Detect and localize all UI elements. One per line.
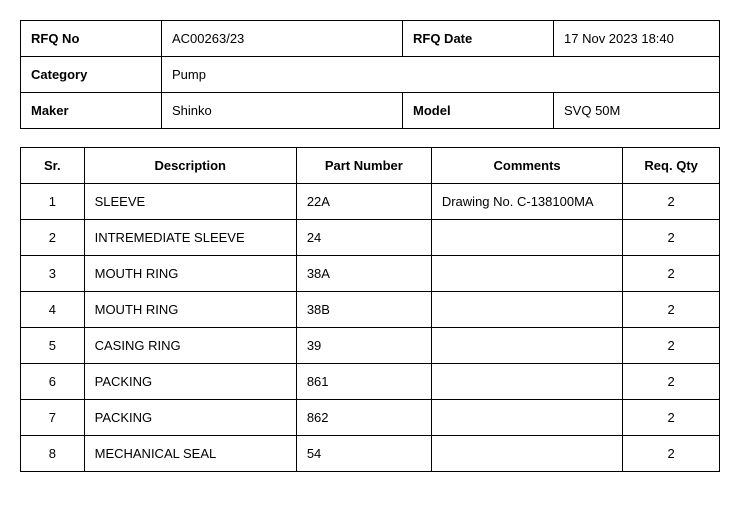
- rfq-no-label: RFQ No: [21, 21, 162, 57]
- cell-part-number: 54: [296, 436, 431, 472]
- cell-part-number: 24: [296, 220, 431, 256]
- cell-part-number: 22A: [296, 184, 431, 220]
- cell-req-qty: 2: [623, 184, 720, 220]
- cell-sr: 1: [21, 184, 85, 220]
- table-row: 6PACKING861 2: [21, 364, 720, 400]
- cell-description: MECHANICAL SEAL: [84, 436, 296, 472]
- cell-part-number: 862: [296, 400, 431, 436]
- cell-description: MOUTH RING: [84, 292, 296, 328]
- col-header-req-qty: Req. Qty: [623, 148, 720, 184]
- cell-description: PACKING: [84, 364, 296, 400]
- items-table: Sr. Description Part Number Comments Req…: [20, 147, 720, 472]
- cell-sr: 6: [21, 364, 85, 400]
- table-row: 1SLEEVE22ADrawing No. C-138100MA2: [21, 184, 720, 220]
- maker-label: Maker: [21, 93, 162, 129]
- cell-req-qty: 2: [623, 256, 720, 292]
- rfq-header-row-2: Category Pump: [21, 57, 720, 93]
- cell-sr: 2: [21, 220, 85, 256]
- col-header-comments: Comments: [431, 148, 622, 184]
- cell-req-qty: 2: [623, 364, 720, 400]
- cell-req-qty: 2: [623, 220, 720, 256]
- rfq-date-label: RFQ Date: [403, 21, 554, 57]
- model-value: SVQ 50M: [554, 93, 720, 129]
- col-header-description: Description: [84, 148, 296, 184]
- rfq-no-value: AC00263/23: [162, 21, 403, 57]
- cell-description: MOUTH RING: [84, 256, 296, 292]
- cell-part-number: 861: [296, 364, 431, 400]
- cell-part-number: 38B: [296, 292, 431, 328]
- cell-part-number: 38A: [296, 256, 431, 292]
- cell-description: SLEEVE: [84, 184, 296, 220]
- cell-comments: [431, 436, 622, 472]
- cell-req-qty: 2: [623, 436, 720, 472]
- items-header-row: Sr. Description Part Number Comments Req…: [21, 148, 720, 184]
- col-header-sr: Sr.: [21, 148, 85, 184]
- cell-comments: [431, 256, 622, 292]
- table-row: 4MOUTH RING38B 2: [21, 292, 720, 328]
- cell-description: PACKING: [84, 400, 296, 436]
- rfq-date-value: 17 Nov 2023 18:40: [554, 21, 720, 57]
- cell-comments: [431, 364, 622, 400]
- cell-sr: 3: [21, 256, 85, 292]
- maker-value: Shinko: [162, 93, 403, 129]
- category-label: Category: [21, 57, 162, 93]
- rfq-header-row-1: RFQ No AC00263/23 RFQ Date 17 Nov 2023 1…: [21, 21, 720, 57]
- cell-comments: [431, 292, 622, 328]
- cell-req-qty: 2: [623, 292, 720, 328]
- cell-description: CASING RING: [84, 328, 296, 364]
- model-label: Model: [403, 93, 554, 129]
- table-row: 5CASING RING39 2: [21, 328, 720, 364]
- category-value: Pump: [162, 57, 720, 93]
- cell-part-number: 39: [296, 328, 431, 364]
- cell-sr: 5: [21, 328, 85, 364]
- table-row: 8MECHANICAL SEAL54 2: [21, 436, 720, 472]
- table-row: 2INTREMEDIATE SLEEVE242: [21, 220, 720, 256]
- cell-comments: [431, 328, 622, 364]
- cell-req-qty: 2: [623, 328, 720, 364]
- col-header-part-number: Part Number: [296, 148, 431, 184]
- cell-comments: [431, 400, 622, 436]
- table-row: 7PACKING862 2: [21, 400, 720, 436]
- cell-sr: 4: [21, 292, 85, 328]
- cell-req-qty: 2: [623, 400, 720, 436]
- table-row: 3MOUTH RING38A 2: [21, 256, 720, 292]
- cell-description: INTREMEDIATE SLEEVE: [84, 220, 296, 256]
- cell-sr: 7: [21, 400, 85, 436]
- cell-comments: [431, 220, 622, 256]
- rfq-header-row-3: Maker Shinko Model SVQ 50M: [21, 93, 720, 129]
- rfq-header-table: RFQ No AC00263/23 RFQ Date 17 Nov 2023 1…: [20, 20, 720, 129]
- cell-sr: 8: [21, 436, 85, 472]
- cell-comments: Drawing No. C-138100MA: [431, 184, 622, 220]
